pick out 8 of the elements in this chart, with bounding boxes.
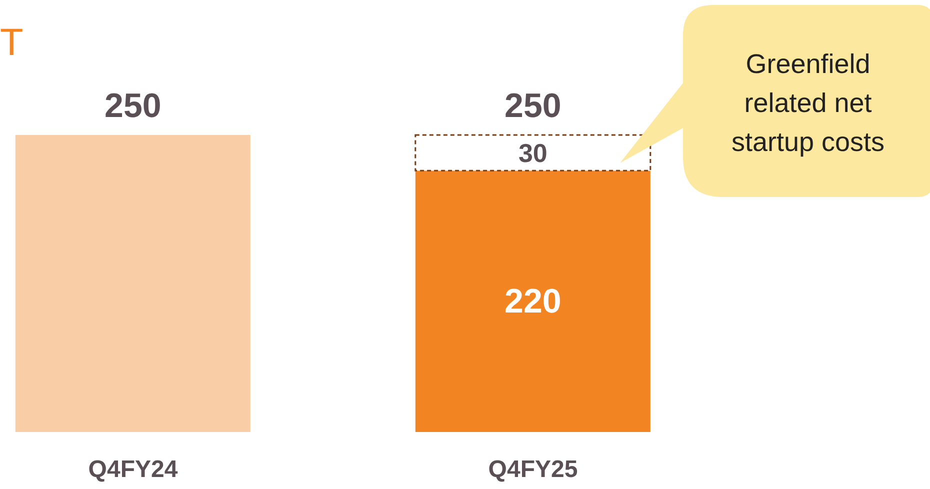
annotation: Greenfield related net startup costs <box>730 48 886 159</box>
data-label: 30 <box>518 138 548 168</box>
x-tick-label: Q4FY24 <box>88 456 178 484</box>
data-label: 220 <box>504 282 562 320</box>
total-label: 250 <box>104 87 162 125</box>
x-tick-label: Q4FY25 <box>488 456 578 484</box>
chart-title: T <box>0 22 24 65</box>
total-label: 250 <box>504 87 562 125</box>
